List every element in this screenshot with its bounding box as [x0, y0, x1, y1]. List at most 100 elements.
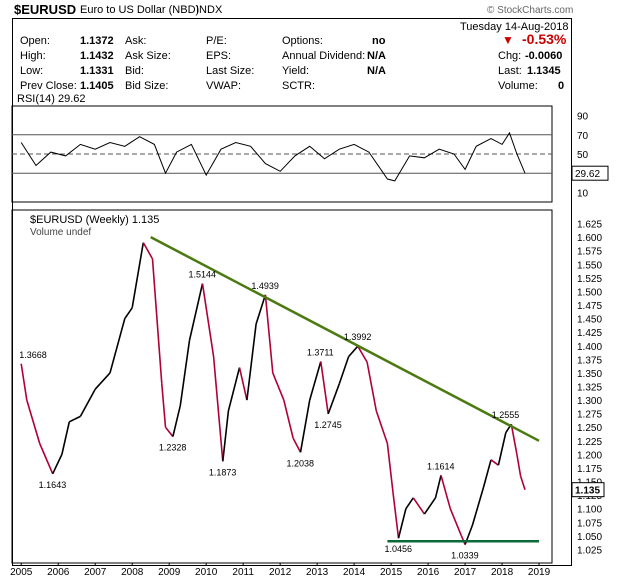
date-label: Tuesday 14-Aug-2018 [460, 21, 569, 33]
price-segment [164, 426, 174, 438]
change-percent: -0.53% [522, 31, 567, 47]
price-title: $EURUSD (Weekly) 1.135 [30, 214, 159, 226]
price-segment [212, 356, 224, 462]
x-tick-label: 2018 [491, 567, 514, 578]
low-label: Low: [20, 65, 44, 77]
chg-label: Chg: [498, 50, 522, 62]
x-tick-label: 2012 [269, 567, 292, 578]
rsi-tick-label: 10 [577, 188, 589, 199]
price-annotation: 1.2038 [286, 458, 314, 468]
price-segment [405, 497, 414, 510]
watermark: © StockCharts.com [487, 5, 574, 16]
price-segment [179, 340, 191, 406]
rsi-line [20, 131, 526, 182]
x-tick-label: 2015 [380, 567, 403, 578]
price-tick-label: 1.050 [577, 532, 602, 543]
ask-size-label: Ask Size: [125, 50, 171, 62]
price-segment [423, 497, 437, 515]
x-tick-label: 2017 [454, 567, 477, 578]
price-tick-label: 1.450 [577, 315, 602, 326]
exchange-label: INDX [196, 4, 223, 16]
x-tick-label: 2007 [84, 567, 107, 578]
price-tick-label: 1.475 [577, 301, 602, 312]
price-segment [375, 410, 389, 444]
price-segment [490, 459, 499, 466]
price-segment [357, 345, 368, 363]
rsi-tick-label: 90 [577, 112, 589, 123]
x-tick-label: 2011 [232, 567, 254, 578]
x-tick-label: 2006 [47, 567, 70, 578]
price-annotation: 1.1614 [427, 461, 455, 471]
price-segment [161, 383, 167, 428]
price-last-value-label: 1.135 [575, 486, 600, 497]
price-segment [255, 294, 267, 325]
options-value: no [372, 35, 386, 47]
resistance-trendline [150, 236, 540, 442]
price-segment [188, 283, 204, 341]
x-tick-label: 2016 [417, 567, 440, 578]
price-tick-label: 1.300 [577, 396, 602, 407]
price-tick-label: 1.200 [577, 450, 602, 461]
price-segment [151, 258, 163, 384]
price-segment [471, 486, 485, 526]
price-annotation: 1.2745 [314, 420, 342, 430]
price-segment [201, 283, 215, 357]
price-segment [94, 372, 111, 390]
price-segment [320, 361, 329, 415]
dividend-label: Annual Dividend: [282, 50, 366, 62]
price-segment [440, 475, 452, 509]
price-tick-label: 1.250 [577, 423, 602, 434]
high-value: 1.1432 [80, 50, 114, 62]
x-tick-label: 2005 [10, 567, 33, 578]
price-segment [264, 294, 274, 373]
change-arrow-icon: ▼ [502, 33, 514, 47]
price-segment [172, 405, 182, 437]
price-tick-label: 1.575 [577, 247, 602, 258]
price-segment [124, 307, 133, 320]
price-annotation: 1.3992 [344, 332, 372, 342]
price-last-value-box [571, 482, 605, 498]
price-segment [299, 399, 311, 453]
open-label: Open: [20, 35, 50, 47]
price-segment [26, 399, 41, 444]
volume-value: 0 [558, 80, 565, 92]
price-annotation: 1.0339 [451, 551, 479, 561]
price-annotation: 1.2328 [159, 443, 187, 453]
x-tick-label: 2010 [195, 567, 218, 578]
rsi-tick-label: 70 [577, 131, 589, 142]
price-annotation: 1.2555 [492, 410, 520, 420]
price-annotation: 1.3668 [19, 350, 47, 360]
x-tick-label: 2009 [158, 567, 181, 578]
price-segment [308, 361, 322, 401]
price-segment [246, 323, 257, 401]
low-value: 1.1331 [80, 65, 114, 77]
price-segment [142, 242, 154, 260]
volume-legend: Volume undef [30, 227, 91, 238]
rsi-last-value-label: 29.62 [575, 169, 600, 180]
price-tick-label: 1.525 [577, 274, 602, 285]
price-segment [482, 459, 492, 488]
price-segment [222, 410, 230, 462]
price-segment [327, 383, 341, 415]
price-annotation: 1.5144 [188, 270, 216, 280]
price-segment [61, 421, 71, 455]
dividend-value: N/A [367, 50, 386, 62]
price-annotation: 1.1643 [39, 480, 67, 490]
price-segment [283, 399, 294, 439]
x-tick-label: 2013 [306, 567, 329, 578]
pe-label: P/E: [206, 35, 227, 47]
price-segment [238, 367, 248, 401]
price-segment [497, 432, 507, 466]
last-value: 1.1345 [527, 65, 561, 77]
price-segment [366, 361, 378, 412]
bid-label: Bid: [125, 65, 144, 77]
x-tick-label: 2019 [528, 567, 551, 578]
last-label: Last: [498, 65, 522, 77]
price-tick-label: 1.175 [577, 464, 602, 475]
yield-value: N/A [367, 65, 386, 77]
price-segment [434, 475, 442, 498]
ask-label: Ask: [125, 35, 147, 47]
options-label: Options: [282, 35, 323, 47]
